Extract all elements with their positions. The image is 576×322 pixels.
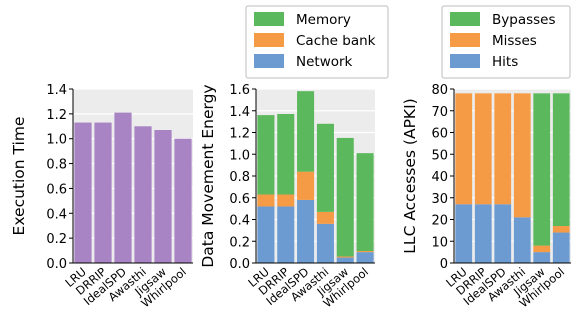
y-tick-label: 30 <box>431 192 448 207</box>
legend-label-hits: Hits <box>492 54 518 70</box>
bar-cache-bank-drrip <box>277 194 295 207</box>
bar-network-idealspd <box>297 199 315 263</box>
bar-bypasses-whirlpool <box>552 93 570 227</box>
bar-bypasses-jigsaw <box>533 93 551 246</box>
legend-swatch-network <box>254 54 284 68</box>
y-tick-label: 0 <box>440 257 448 272</box>
y-tick-label: 1.2 <box>229 127 250 142</box>
y-tick-label: 1.4 <box>229 105 250 120</box>
y-tick-label: 0.4 <box>229 214 250 229</box>
bar-value-lru <box>74 122 92 263</box>
legend-label-memory: Memory <box>296 12 351 28</box>
y-tick-label: 1.4 <box>46 83 67 98</box>
y-tick-label: 0.2 <box>46 232 67 247</box>
y-tick-label: 20 <box>431 214 448 229</box>
y-tick-label: 80 <box>431 83 448 98</box>
bar-cache-bank-awasthi <box>316 211 334 224</box>
bar-value-awasthi <box>134 126 152 264</box>
bar-misses-whirlpool <box>552 226 570 233</box>
bar-memory-lru <box>257 115 275 195</box>
y-tick-label: 0.0 <box>229 257 250 272</box>
bar-misses-awasthi <box>513 93 531 218</box>
legend: Memory Cache bank Network <box>245 5 389 79</box>
bar-memory-idealspd <box>297 91 315 172</box>
y-tick-label: 70 <box>431 105 448 120</box>
legend-label-misses: Misses <box>492 33 537 49</box>
y-tick-label: 0.6 <box>229 192 250 207</box>
bar-hits-drrip <box>474 204 492 263</box>
legend-label-network: Network <box>296 54 353 70</box>
bar-misses-idealspd <box>494 93 512 205</box>
legend-swatch-bypasses <box>450 12 480 26</box>
bar-cache-bank-jigsaw <box>336 256 354 258</box>
bar-memory-jigsaw <box>336 137 354 257</box>
bar-network-jigsaw <box>336 257 354 263</box>
y-tick-label: 0.4 <box>46 207 67 222</box>
bar-value-jigsaw <box>154 130 172 263</box>
bar-hits-jigsaw <box>533 252 551 263</box>
bar-cache-bank-whirlpool <box>356 251 374 253</box>
y-tick-label: 0.0 <box>46 257 67 272</box>
y-axis-label: LLC Accesses (APKI) <box>401 98 419 253</box>
y-tick-label: 0.6 <box>46 182 67 197</box>
y-tick-label: 40 <box>431 170 448 185</box>
legend-label-bypasses: Bypasses <box>492 12 556 28</box>
y-axis-label: Execution Time <box>10 117 28 236</box>
bar-network-awasthi <box>316 223 334 263</box>
y-tick-label: 1.0 <box>46 133 67 148</box>
bar-network-drrip <box>277 206 295 263</box>
bar-memory-awasthi <box>316 123 334 212</box>
legend-swatch-cache-bank <box>254 33 284 47</box>
legend-swatch-hits <box>450 54 480 68</box>
legend-swatch-memory <box>254 12 284 26</box>
bar-hits-lru <box>455 204 473 263</box>
bar-memory-whirlpool <box>356 153 374 252</box>
bar-hits-awasthi <box>513 217 531 263</box>
y-tick-label: 10 <box>431 235 448 250</box>
bar-misses-lru <box>455 93 473 205</box>
y-tick-label: 50 <box>431 148 448 163</box>
bar-cache-bank-lru <box>257 194 275 207</box>
y-tick-label: 0.8 <box>46 158 67 173</box>
legend-label-cache-bank: Cache bank <box>296 33 376 49</box>
legend: Bypasses Misses Hits <box>441 5 571 79</box>
chart-2: 0.0 0.2 0.4 0.6 0.8 1.0 1.2 1.4 1.6 Data Movement… <box>199 5 389 310</box>
y-tick-label: 1.2 <box>46 108 67 123</box>
bar-cache-bank-idealspd <box>297 171 315 200</box>
bar-hits-whirlpool <box>552 232 570 263</box>
bar-hits-idealspd <box>494 204 512 263</box>
bar-value-drrip <box>94 122 112 263</box>
y-tick-label: 0.2 <box>229 235 250 250</box>
y-tick-label: 1.6 <box>229 83 250 98</box>
plot-background <box>73 89 193 263</box>
bar-value-idealspd <box>114 112 132 263</box>
y-tick-label: 0.8 <box>229 170 250 185</box>
bar-misses-jigsaw <box>533 245 551 253</box>
y-axis-label: Data Movement Energy <box>199 84 217 267</box>
y-tick-label: 1.0 <box>229 148 250 163</box>
bar-misses-drrip <box>474 93 492 205</box>
bar-value-whirlpool <box>174 138 192 263</box>
bar-memory-drrip <box>277 114 295 195</box>
y-tick-label: 60 <box>431 127 448 142</box>
legend-swatch-misses <box>450 33 480 47</box>
bar-network-lru <box>257 206 275 263</box>
bar-network-whirlpool <box>356 252 374 263</box>
